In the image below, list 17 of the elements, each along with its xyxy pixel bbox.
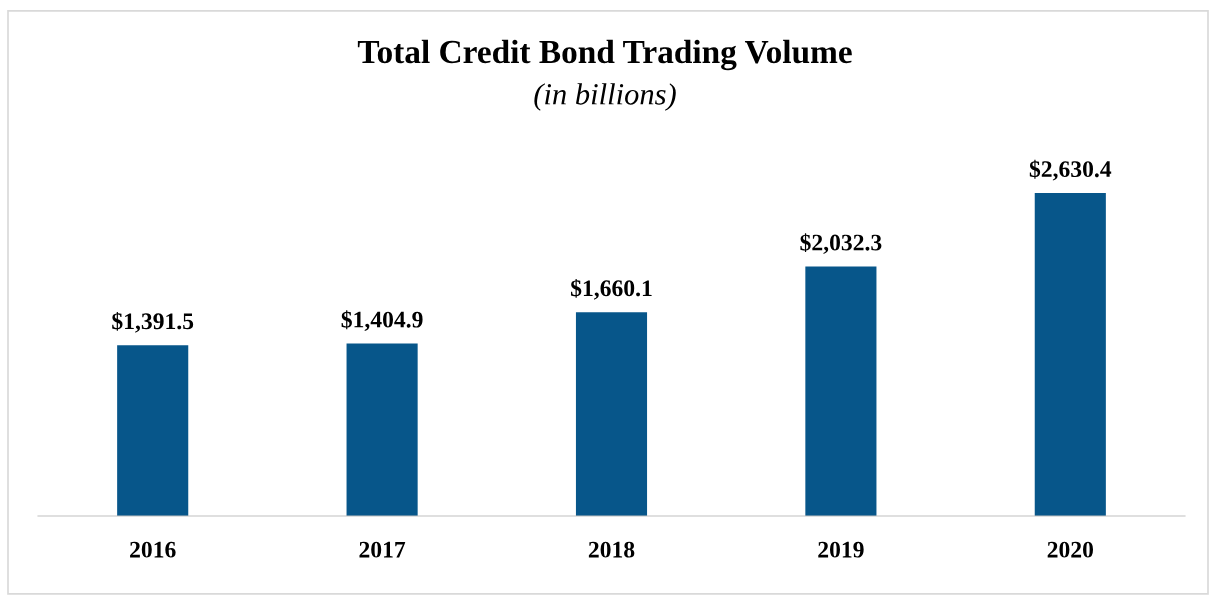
x-tick-label: 2019 — [818, 541, 864, 558]
bar — [346, 343, 418, 516]
data-label: $2,032.3 — [800, 233, 882, 254]
x-tick-label: 2017 — [359, 541, 406, 558]
data-label: $1,660.1 — [571, 278, 652, 300]
x-tick-label: 2020 — [1047, 541, 1094, 558]
bar — [575, 312, 648, 516]
data-label: $1,404.9 — [341, 310, 423, 331]
bar — [1034, 193, 1106, 516]
data-label: $2,630.4 — [1029, 159, 1112, 181]
x-tick-label: 2016 — [130, 541, 176, 558]
x-tick-label: 2018 — [588, 541, 635, 558]
chart-subtitle: (in billions) — [534, 83, 676, 111]
chart-title: Total Credit Bond Trading Volume — [357, 39, 852, 71]
data-label: $1,391.5 — [112, 311, 194, 333]
bar — [117, 345, 189, 516]
bar — [805, 266, 877, 516]
